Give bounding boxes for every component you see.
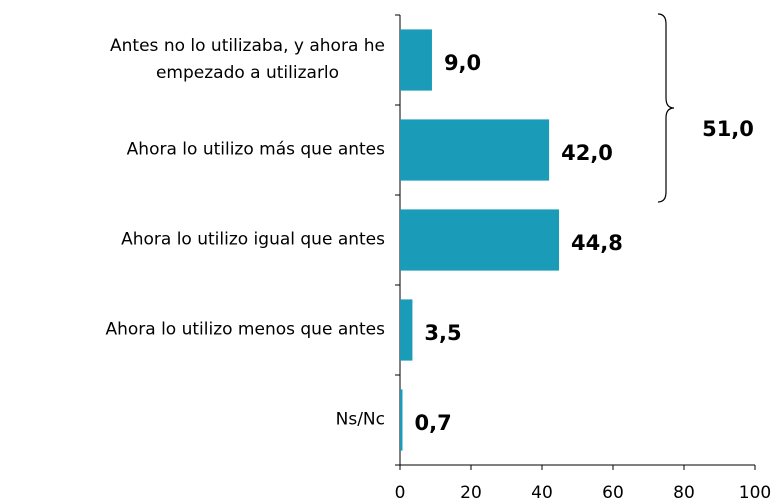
x-tick-label: 20 [460, 483, 482, 503]
x-tick-label: 60 [602, 483, 624, 503]
annotation: 51,0 [702, 117, 754, 141]
bar [400, 29, 432, 91]
x-tick-label: 0 [395, 483, 406, 503]
category-label: Ahora lo utilizo más que antes [126, 139, 385, 160]
x-tick-label: 80 [673, 483, 695, 503]
bar [400, 389, 403, 451]
value-label: 3,5 [424, 321, 461, 345]
x-tick-label: 40 [531, 483, 553, 503]
value-label: 0,7 [414, 411, 451, 435]
value-label: 9,0 [444, 51, 481, 75]
category-label: Antes no lo utilizaba, y ahora he empeza… [110, 36, 385, 83]
x-tick-label: 100 [739, 483, 771, 503]
value-label: 44,8 [571, 231, 623, 255]
bar [400, 119, 550, 181]
category-label: Ahora lo utilizo menos que antes [105, 319, 385, 340]
bar [400, 209, 560, 271]
bar [400, 299, 413, 361]
value-label: 42,0 [561, 141, 613, 165]
category-label: Ns/Nc [335, 409, 385, 430]
category-label: Ahora lo utilizo igual que antes [121, 229, 385, 250]
brace [657, 13, 675, 203]
